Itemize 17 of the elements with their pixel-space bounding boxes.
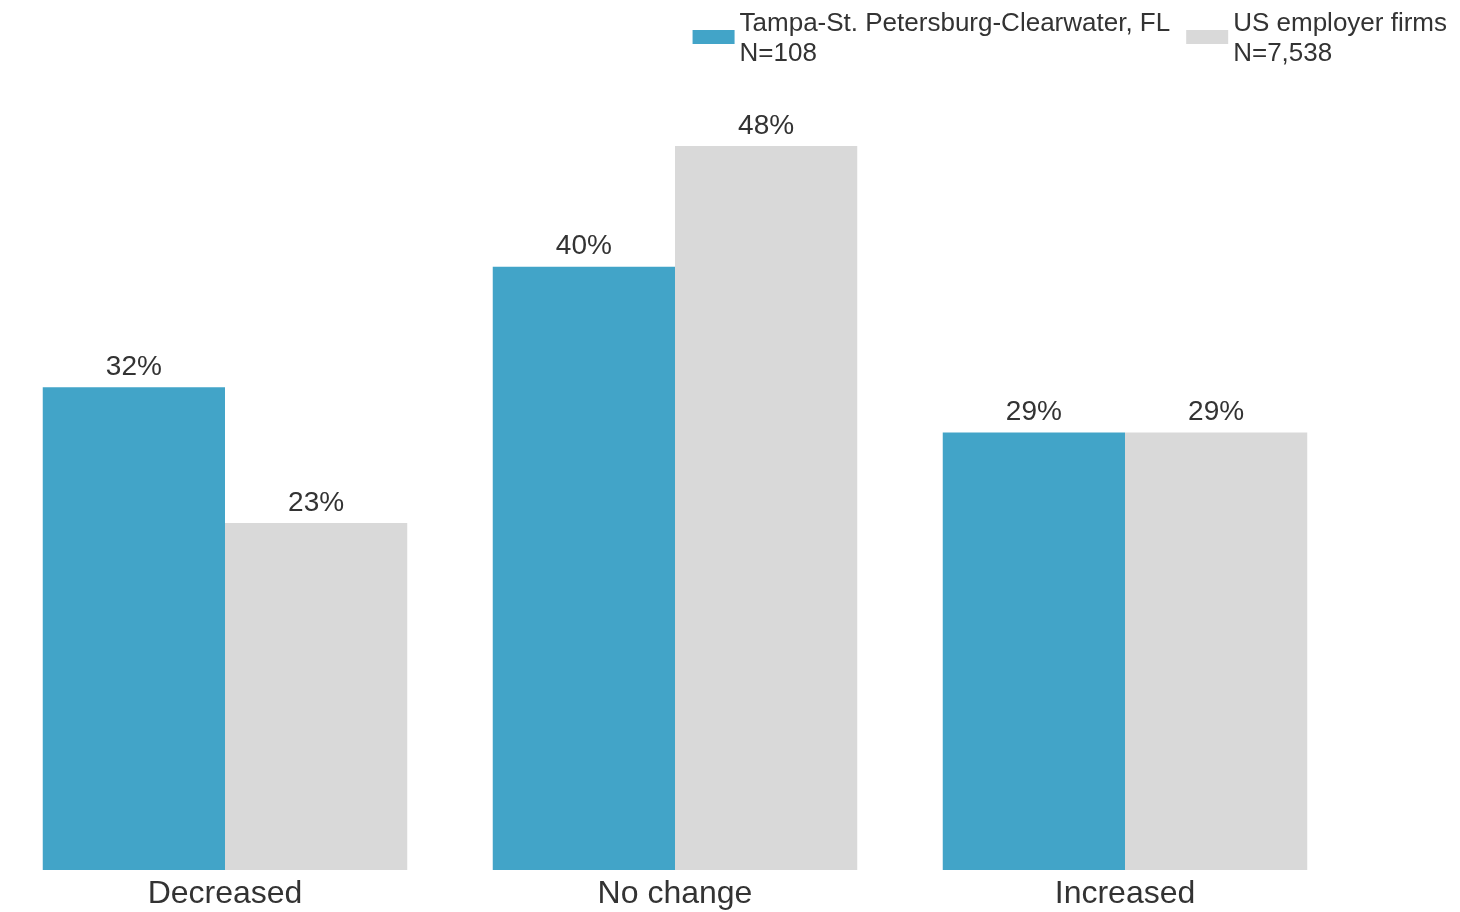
bar	[225, 523, 408, 870]
x-tick-label: Increased	[1054, 874, 1196, 910]
data-label: 29%	[1188, 395, 1245, 427]
bar	[675, 146, 858, 870]
bar	[1125, 432, 1308, 870]
x-tick-label: No change	[597, 874, 753, 910]
data-label: 40%	[555, 229, 612, 261]
bar	[492, 266, 675, 870]
data-label: 23%	[288, 485, 345, 517]
legend-label: US employer firms N=7,538	[1233, 7, 1448, 67]
data-label: 32%	[105, 349, 162, 381]
data-label: 48%	[738, 108, 795, 140]
data-label: 29%	[1005, 395, 1062, 427]
bar	[42, 387, 225, 870]
legend-label: Tampa-St. Petersburg-Clearwater, FL N=108	[739, 7, 1171, 67]
x-tick-label: Decreased	[147, 874, 303, 910]
bar	[942, 432, 1125, 870]
